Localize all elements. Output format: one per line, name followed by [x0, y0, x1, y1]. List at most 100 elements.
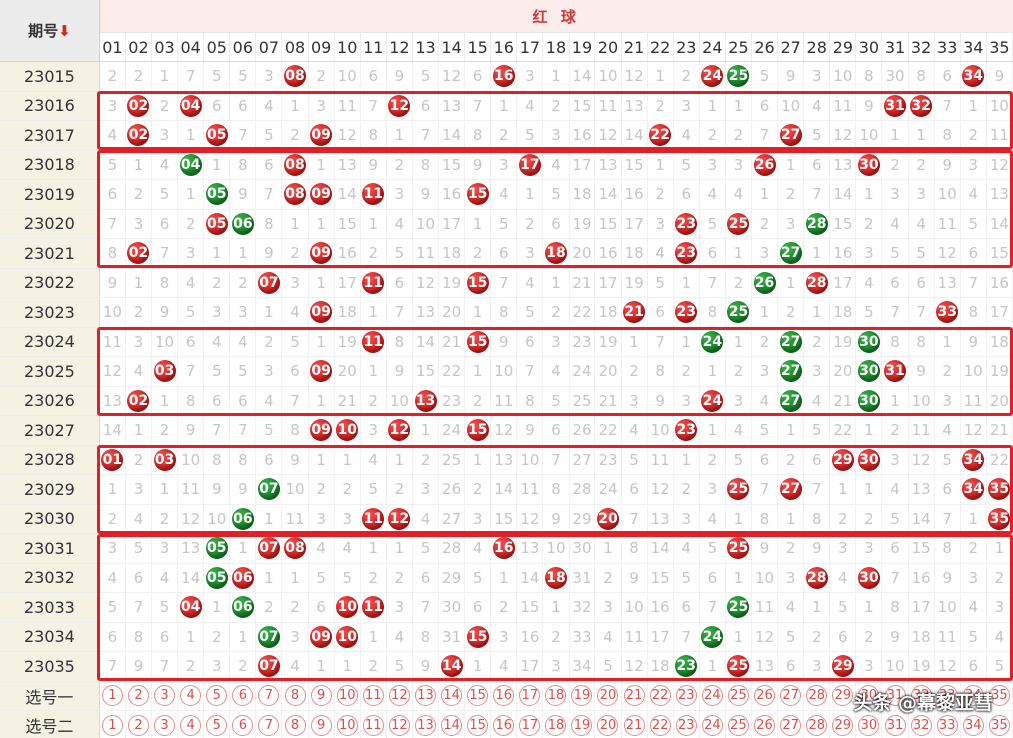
omission-cell: 10 [855, 120, 883, 151]
pick-number-07[interactable]: 7 [258, 714, 280, 736]
pick-number-33[interactable]: 33 [936, 685, 958, 707]
pick-number-01[interactable]: 1 [101, 714, 123, 736]
pick-number-26[interactable]: 26 [754, 714, 776, 736]
pick-number-28[interactable]: 28 [806, 714, 828, 736]
pick-number-08[interactable]: 8 [284, 685, 306, 707]
pick-number-23[interactable]: 23 [675, 685, 697, 707]
pick-number-21[interactable]: 21 [623, 714, 645, 736]
pick-number-19[interactable]: 19 [571, 685, 593, 707]
omission-cell: 4 [855, 268, 883, 298]
pick-number-28[interactable]: 28 [806, 685, 828, 707]
pick-number-31[interactable]: 31 [884, 714, 906, 736]
omission-cell: 6 [699, 238, 726, 269]
pick-number-17[interactable]: 17 [519, 714, 541, 736]
sort-down-icon[interactable]: ⬇ [58, 22, 71, 40]
pick-number-19[interactable]: 19 [571, 714, 593, 736]
pick-number-18[interactable]: 18 [545, 685, 567, 707]
drawn-number-cell: 30 [855, 356, 883, 387]
pick-number-27[interactable]: 27 [780, 714, 802, 736]
pick-number-06[interactable]: 6 [232, 714, 254, 736]
pick-number-05[interactable]: 5 [206, 685, 228, 707]
omission-cell: 6 [542, 415, 570, 446]
pick-number-29[interactable]: 29 [832, 714, 854, 736]
pick-number-35[interactable]: 35 [988, 714, 1010, 736]
selector-cell: 32 [908, 681, 935, 711]
pick-number-05[interactable]: 5 [206, 714, 228, 736]
omission-cell: 3 [151, 533, 179, 564]
pick-number-25[interactable]: 25 [727, 714, 749, 736]
pick-number-24[interactable]: 24 [701, 685, 723, 707]
pick-number-34[interactable]: 34 [962, 714, 984, 736]
pick-number-09[interactable]: 9 [310, 685, 332, 707]
pick-number-03[interactable]: 3 [154, 685, 176, 707]
pick-number-03[interactable]: 3 [154, 714, 176, 736]
pick-number-31[interactable]: 31 [884, 685, 906, 707]
drawn-number-cell: 17 [516, 150, 544, 180]
pick-number-34[interactable]: 34 [962, 685, 984, 707]
pick-number-02[interactable]: 2 [127, 685, 149, 707]
pick-number-22[interactable]: 22 [649, 685, 671, 707]
pick-number-29[interactable]: 29 [832, 685, 854, 707]
pick-number-12[interactable]: 12 [388, 714, 410, 736]
pick-number-30[interactable]: 30 [858, 685, 880, 707]
pick-number-17[interactable]: 17 [519, 685, 541, 707]
omission-cell: 10 [386, 386, 413, 416]
pick-number-02[interactable]: 2 [127, 714, 149, 736]
omission-cell: 2 [464, 238, 492, 269]
pick-number-04[interactable]: 4 [180, 714, 202, 736]
pick-number-07[interactable]: 7 [258, 685, 280, 707]
drawn-number-cell: 18 [542, 563, 570, 593]
pick-number-15[interactable]: 15 [467, 685, 489, 707]
omission-cell: 8 [908, 327, 935, 357]
pick-number-21[interactable]: 21 [623, 685, 645, 707]
pick-number-04[interactable]: 4 [180, 685, 202, 707]
pick-number-20[interactable]: 20 [597, 714, 619, 736]
omission-cell: 7 [516, 356, 544, 387]
drawn-number-cell: 11 [360, 504, 387, 534]
pick-number-16[interactable]: 16 [493, 714, 515, 736]
pick-number-27[interactable]: 27 [780, 685, 802, 707]
pick-number-35[interactable]: 35 [988, 685, 1010, 707]
pick-number-01[interactable]: 1 [101, 685, 123, 707]
pick-number-23[interactable]: 23 [675, 714, 697, 736]
pick-number-18[interactable]: 18 [545, 714, 567, 736]
omission-cell: 4 [934, 415, 961, 446]
pick-number-08[interactable]: 8 [284, 714, 306, 736]
omission-cell: 7 [229, 120, 257, 151]
red-ball: 15 [466, 271, 489, 294]
pick-number-14[interactable]: 14 [441, 685, 463, 707]
drawn-number-cell: 23 [673, 209, 700, 239]
pick-number-06[interactable]: 6 [232, 685, 254, 707]
pick-number-24[interactable]: 24 [701, 714, 723, 736]
drawn-number-cell: 26 [751, 268, 779, 298]
pick-number-33[interactable]: 33 [936, 714, 958, 736]
table-row: 23027 14 1 2 9 7 7 5 8 09 10 3 12 1 24 15 12 9 6 26 22 4 10 23 1… [0, 415, 1013, 446]
pick-number-16[interactable]: 16 [493, 685, 515, 707]
pick-number-13[interactable]: 13 [415, 685, 436, 707]
pick-number-20[interactable]: 20 [597, 685, 619, 707]
selector-cell: 18 [542, 710, 570, 738]
omission-cell: 1 [464, 445, 492, 475]
pick-number-32[interactable]: 32 [910, 685, 932, 707]
pick-number-13[interactable]: 13 [415, 714, 436, 736]
omission-cell: 11 [960, 386, 987, 416]
pick-number-10[interactable]: 10 [336, 685, 358, 707]
pick-number-15[interactable]: 15 [467, 714, 489, 736]
pick-number-14[interactable]: 14 [441, 714, 463, 736]
pick-number-09[interactable]: 9 [310, 714, 332, 736]
period-header[interactable]: 期号⬇ [0, 0, 100, 62]
pick-number-30[interactable]: 30 [858, 714, 880, 736]
selector-cell: 6 [229, 710, 257, 738]
pick-number-11[interactable]: 11 [362, 714, 384, 736]
pick-number-25[interactable]: 25 [727, 685, 749, 707]
pick-number-26[interactable]: 26 [754, 685, 776, 707]
selector-cell: 28 [803, 681, 831, 711]
drawn-number-cell: 30 [855, 445, 883, 475]
pick-number-32[interactable]: 32 [910, 714, 932, 736]
pick-number-12[interactable]: 12 [388, 685, 410, 707]
omission-cell: 8 [881, 327, 909, 357]
pick-number-22[interactable]: 22 [649, 714, 671, 736]
pick-number-11[interactable]: 11 [362, 685, 384, 707]
pick-number-10[interactable]: 10 [336, 714, 358, 736]
omission-cell: 7 [412, 592, 440, 623]
